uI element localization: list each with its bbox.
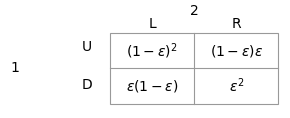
Text: 1: 1 xyxy=(10,61,19,75)
Text: L: L xyxy=(148,17,156,31)
Text: $\varepsilon(1-\varepsilon)$: $\varepsilon(1-\varepsilon)$ xyxy=(126,78,178,94)
Text: 2: 2 xyxy=(190,4,199,18)
Text: D: D xyxy=(81,78,93,92)
Text: $\varepsilon^2$: $\varepsilon^2$ xyxy=(229,77,244,95)
Text: U: U xyxy=(82,40,92,54)
Bar xyxy=(110,33,278,104)
Text: R: R xyxy=(231,17,241,31)
Text: $(1-\varepsilon)^2$: $(1-\varepsilon)^2$ xyxy=(126,41,178,61)
Text: $(1-\varepsilon)\varepsilon$: $(1-\varepsilon)\varepsilon$ xyxy=(210,43,263,59)
